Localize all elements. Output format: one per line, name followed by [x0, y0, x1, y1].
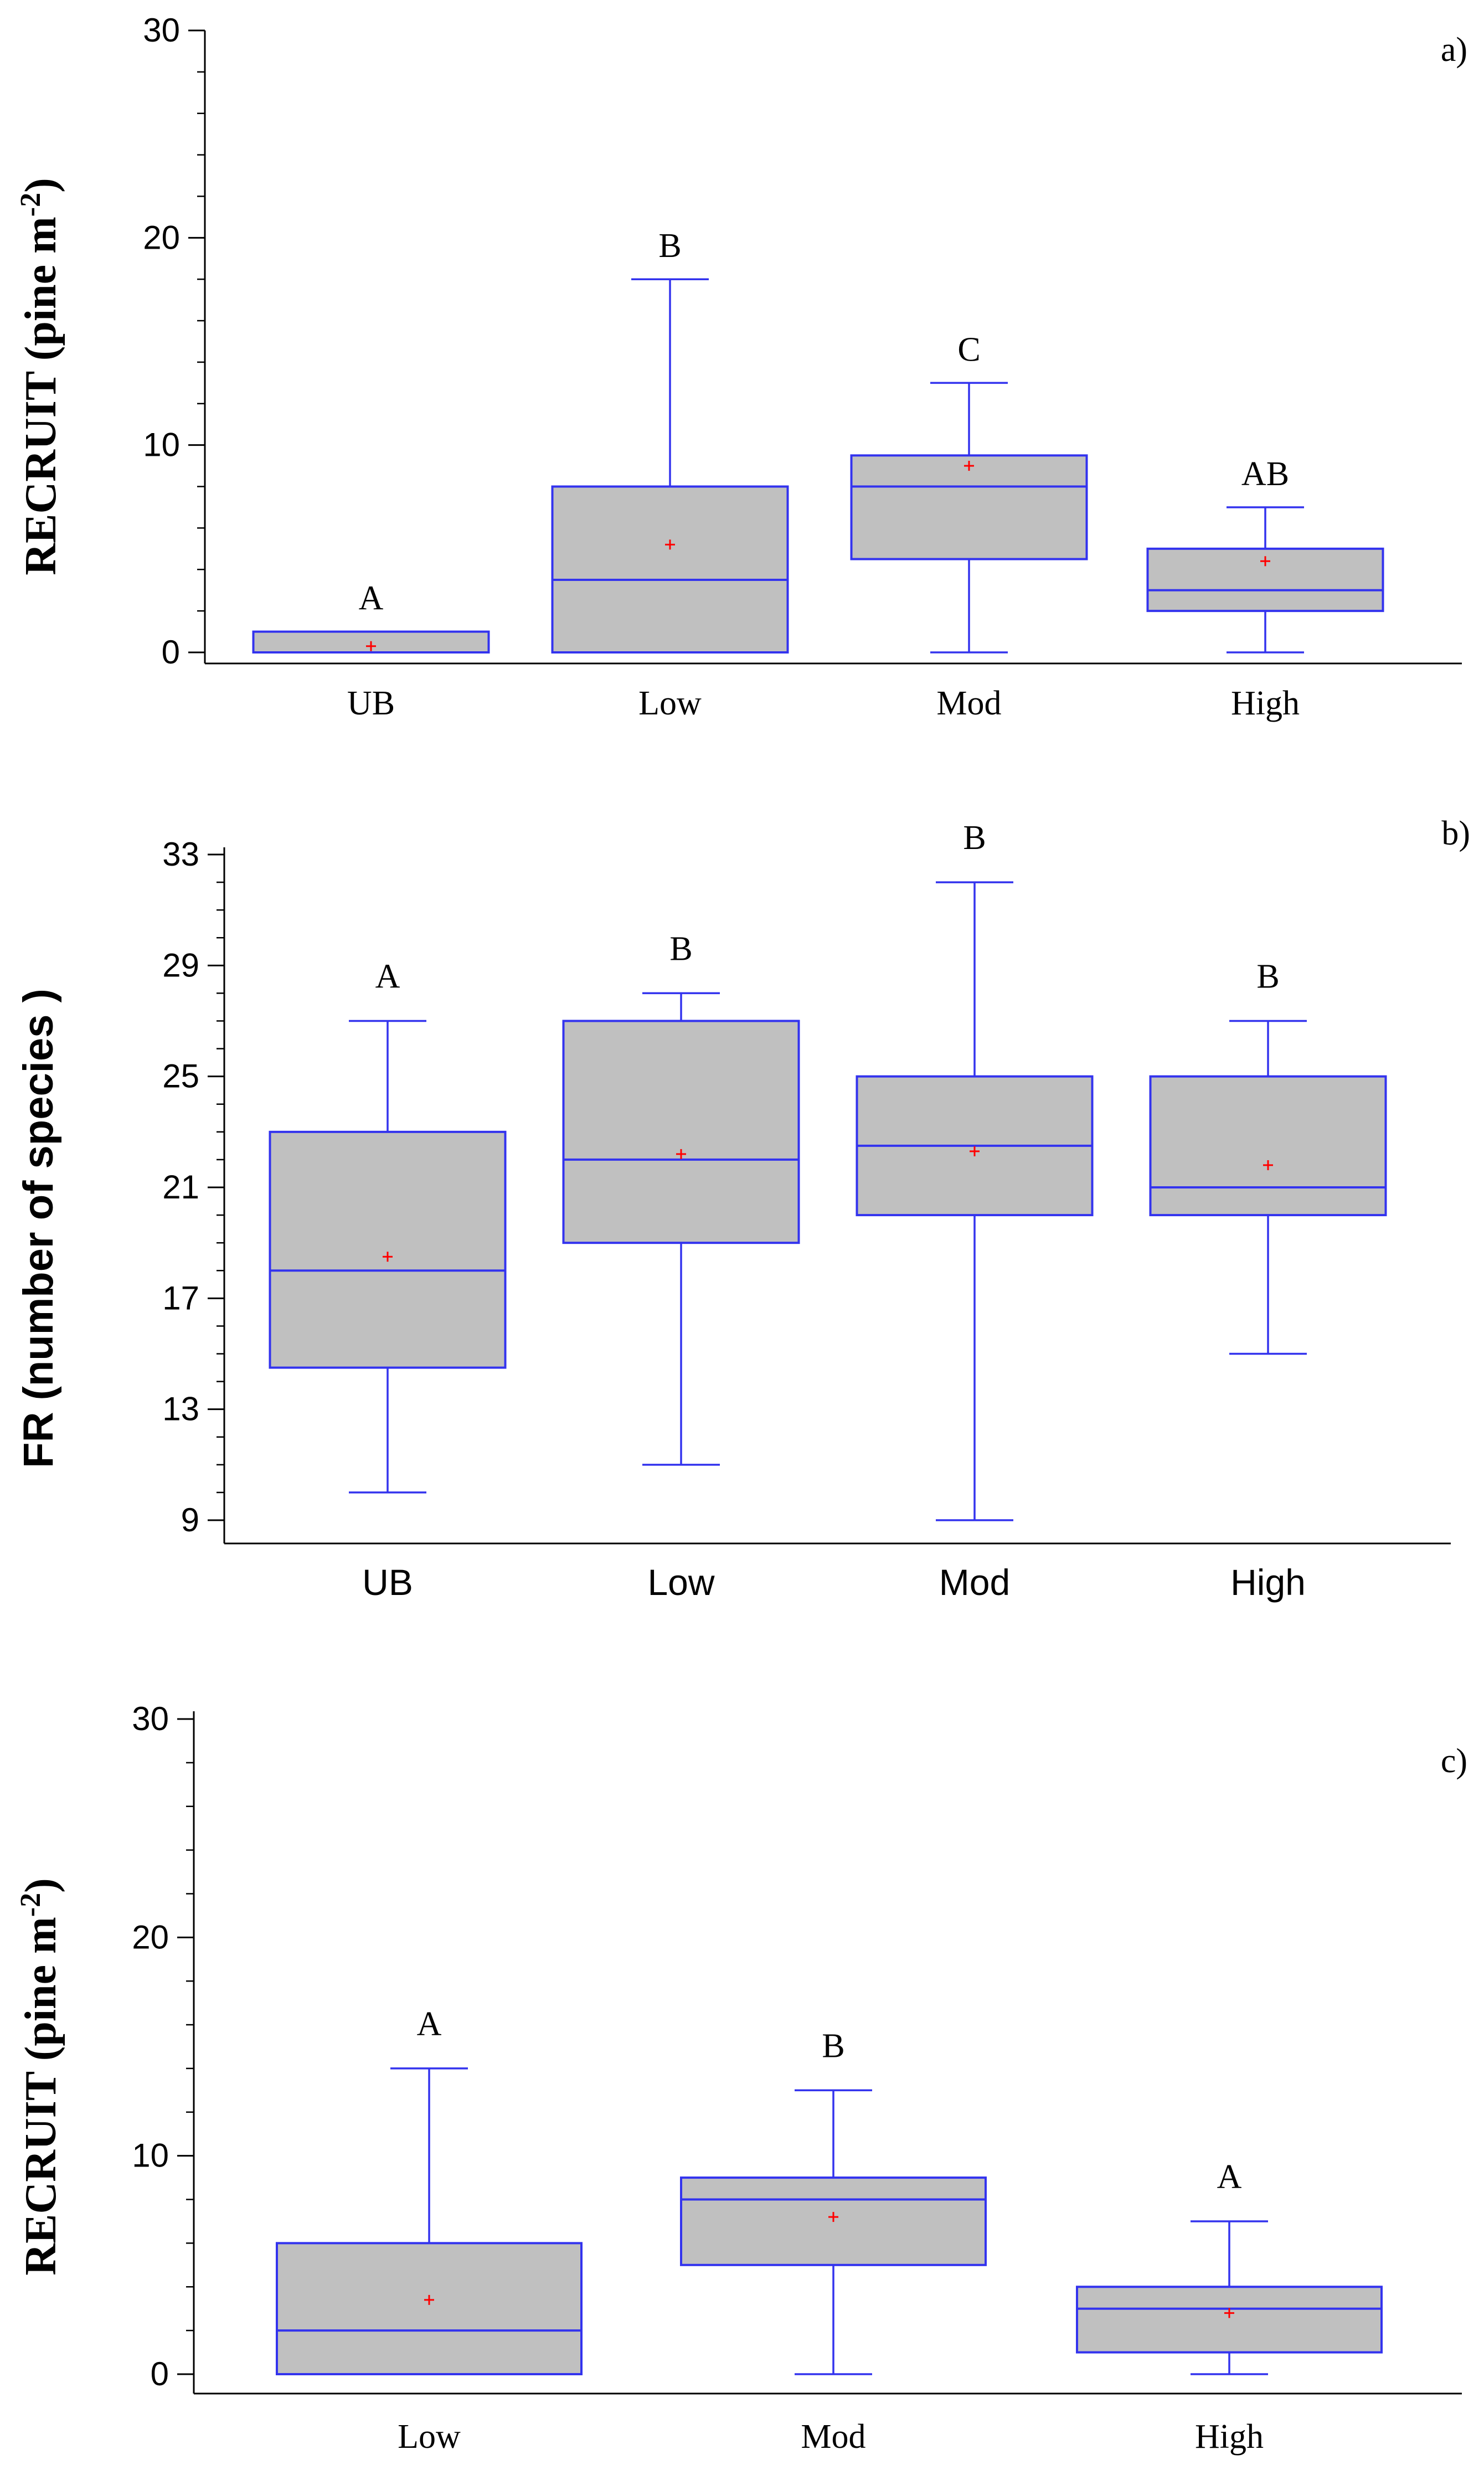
significance-letter: B	[658, 227, 681, 265]
box-mod: B Mod	[680, 2027, 987, 2456]
x-category-label: High	[1231, 685, 1300, 722]
panel-b-y-axis-label: FR (number of species )	[15, 989, 62, 1468]
y-tick-label: 20	[143, 219, 180, 256]
significance-letter: C	[957, 331, 980, 368]
significance-letter: B	[963, 819, 986, 857]
iqr-box	[850, 454, 1088, 560]
iqr-box	[562, 1020, 800, 1244]
panel-c-label: c)	[1441, 1742, 1467, 1780]
box-high: B High	[1149, 958, 1387, 1603]
iqr-box	[1076, 2286, 1383, 2354]
significance-letter: B	[1256, 958, 1279, 996]
x-category-label: Low	[638, 685, 702, 722]
y-tick-label: 20	[132, 1918, 169, 1955]
y-tick-label: 10	[143, 426, 180, 464]
iqr-box	[551, 485, 789, 653]
significance-letter: A	[359, 580, 384, 617]
y-tick-label: 25	[162, 1058, 199, 1095]
box-high: AB High	[1146, 455, 1384, 722]
significance-letter: B	[669, 930, 692, 968]
panel-a: a) RECRUIT (pine m-2) 0 10 20 30 A UB B Low C Mod…	[15, 12, 1467, 722]
box-ub: A UB	[252, 580, 490, 722]
box-high: A High	[1076, 2158, 1383, 2456]
y-tick-label: 30	[143, 12, 180, 49]
y-tick-label: 29	[162, 946, 199, 984]
panel-c-y-axis-label: RECRUIT (pine m-2)	[15, 1878, 65, 2275]
x-category-label: Mod	[939, 1562, 1010, 1603]
box-mod: C Mod	[850, 331, 1088, 722]
box-low: B Low	[551, 227, 789, 722]
x-category-label: High	[1230, 1562, 1306, 1603]
iqr-box	[269, 1130, 507, 1369]
x-category-label: Mod	[936, 685, 1001, 722]
box-ub: A UB	[269, 958, 507, 1603]
panel-b: b) FR (number of species ) 9 13 17 21 25 29 33…	[15, 815, 1470, 1603]
y-tick-label: 0	[151, 2355, 169, 2392]
significance-letter: A	[1217, 2158, 1242, 2196]
panel-a-y-axis-label: RECRUIT (pine m-2)	[15, 178, 65, 575]
y-tick-label: 33	[162, 836, 199, 873]
significance-letter: A	[417, 2005, 442, 2043]
y-tick-label: 13	[162, 1391, 199, 1428]
iqr-box	[1149, 1075, 1387, 1217]
significance-letter: AB	[1241, 455, 1289, 493]
panel-c: c) RECRUIT (pine m-2) 0 10 20 30 A Low B Mod A Hi…	[15, 1700, 1467, 2456]
y-tick-label: 0	[162, 634, 180, 671]
iqr-box	[276, 2242, 583, 2375]
box-mod: B Mod	[856, 819, 1094, 1603]
x-category-label: UB	[347, 685, 395, 722]
y-tick-label: 30	[132, 1700, 169, 1737]
significance-letter: B	[822, 2027, 844, 2065]
y-tick-label: 10	[132, 2137, 169, 2174]
y-tick-label: 9	[181, 1501, 199, 1538]
box-low: A Low	[276, 2005, 583, 2456]
x-category-label: Low	[647, 1562, 714, 1603]
x-category-label: High	[1195, 2418, 1264, 2456]
x-category-label: UB	[362, 1562, 413, 1603]
y-tick-label: 21	[162, 1169, 199, 1206]
significance-letter: A	[375, 958, 400, 996]
panel-a-label: a)	[1441, 31, 1467, 69]
x-category-label: Low	[398, 2418, 461, 2456]
x-category-label: Mod	[801, 2418, 865, 2456]
y-tick-label: 17	[162, 1279, 199, 1316]
box-low: B Low	[562, 930, 800, 1603]
panel-b-label: b)	[1441, 815, 1470, 852]
